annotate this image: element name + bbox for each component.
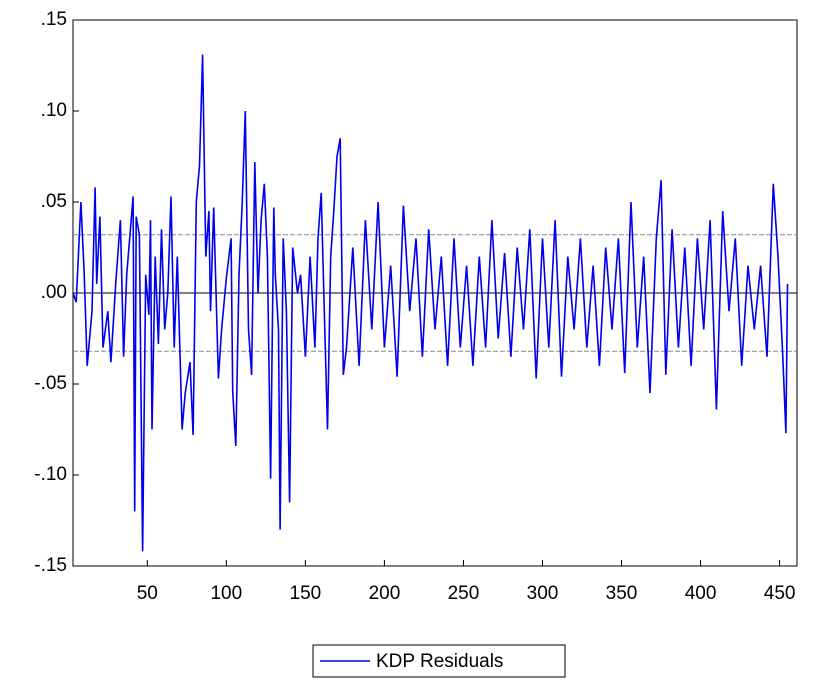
x-tick-label: 100	[210, 583, 242, 604]
x-tick-label: 50	[137, 583, 158, 604]
x-tick-label: 150	[290, 583, 322, 604]
y-tick-label: .10	[41, 100, 67, 121]
x-tick-label: 200	[369, 583, 401, 604]
y-tick-label: .05	[41, 191, 67, 212]
legend-label: KDP Residuals	[376, 651, 503, 672]
line	[72, 54, 789, 552]
y-tick-label: -.15	[34, 555, 67, 576]
y-tick-label: -.05	[34, 373, 67, 394]
y-tick-label: .15	[41, 9, 67, 30]
y-tick-label: -.10	[34, 464, 67, 485]
x-tick-label: 300	[527, 583, 559, 604]
x-tick-label: 450	[764, 583, 796, 604]
y-tick-label: .00	[41, 282, 67, 303]
x-tick-label: 350	[606, 583, 638, 604]
x-tick-label: 250	[448, 583, 480, 604]
x-tick-label: 400	[685, 583, 717, 604]
